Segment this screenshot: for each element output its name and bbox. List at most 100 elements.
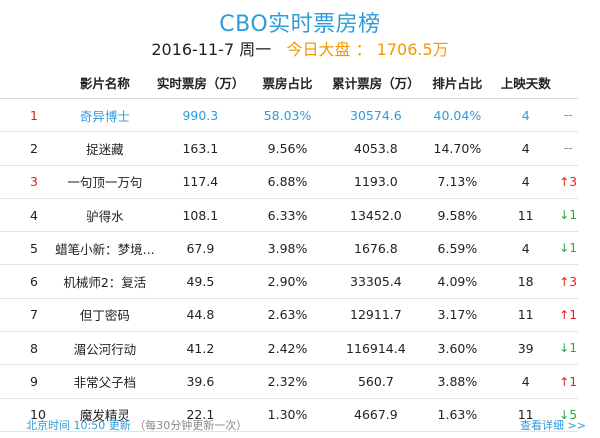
cumulative-cell: 33305.4 <box>330 264 422 299</box>
cumulative-cell: 116914.4 <box>330 331 422 366</box>
cumulative-cell: 12911.7 <box>330 298 422 333</box>
col-header-share: 票房占比 <box>244 66 331 99</box>
movie-name-cell[interactable]: 一句顶一万句 <box>53 165 156 199</box>
view-details-link[interactable]: 查看详细 >> <box>520 419 586 432</box>
movie-name-cell[interactable]: 湄公河行动 <box>53 331 156 366</box>
share-cell: 1.30% <box>244 398 331 432</box>
rank-cell: 7 <box>0 298 54 333</box>
realtime-cell: 41.2 <box>155 331 245 366</box>
share-cell: 2.90% <box>244 264 331 299</box>
screening-cell: 14.70% <box>421 131 494 166</box>
table-row[interactable]: 6 机械师2：复活 49.5 2.90% 33305.4 4.09% 18 ↑3 <box>0 264 578 299</box>
cumulative-cell: 30574.6 <box>330 98 422 133</box>
rank-change-cell: ↑3 <box>558 165 578 199</box>
rank-change-cell: ↓5 <box>558 398 578 432</box>
today-total-label: 今日大盘 ： 1706.5万 <box>286 40 449 59</box>
share-cell: 6.33% <box>244 198 331 233</box>
days-cell: 4 <box>493 98 559 133</box>
movie-name-cell[interactable]: 驴得水 <box>53 198 156 233</box>
rank-change-cell: -- <box>558 131 578 166</box>
share-cell: 2.63% <box>244 298 331 333</box>
realtime-cell: 44.8 <box>155 298 245 333</box>
table-row[interactable]: 2 捉迷藏 163.1 9.56% 4053.8 14.70% 4 -- <box>0 131 578 166</box>
movie-name-cell[interactable]: 蜡笔小新：梦境... <box>53 231 156 266</box>
rank-change-cell: ↓1 <box>558 231 578 266</box>
table-row[interactable]: 9 非常父子档 39.6 2.32% 560.7 3.88% 4 ↑1 <box>0 364 578 399</box>
col-header-screening: 排片占比 <box>421 66 494 99</box>
col-header-name: 影片名称 <box>53 66 156 99</box>
date-label: 2016-11-7 周一 <box>151 40 272 59</box>
days-cell: 4 <box>493 231 559 266</box>
rank-change-cell: ↑1 <box>558 364 578 399</box>
realtime-cell: 49.5 <box>155 264 245 299</box>
share-cell: 3.98% <box>244 231 331 266</box>
cumulative-cell: 13452.0 <box>330 198 422 233</box>
share-cell: 2.42% <box>244 331 331 366</box>
share-cell: 2.32% <box>244 364 331 399</box>
rank-change-cell: ↑3 <box>558 264 578 299</box>
days-cell: 4 <box>493 364 559 399</box>
col-header-realtime: 实时票房（万） <box>155 66 245 99</box>
realtime-cell: 67.9 <box>155 231 245 266</box>
table-header-row: 影片名称 实时票房（万） 票房占比 累计票房（万） 排片占比 上映天数 <box>0 66 578 99</box>
table-row[interactable]: 4 驴得水 108.1 6.33% 13452.0 9.58% 11 ↓1 <box>0 198 578 233</box>
movie-name-cell[interactable]: 非常父子档 <box>53 364 156 399</box>
realtime-cell: 22.1 <box>155 398 245 432</box>
share-cell: 9.56% <box>244 131 331 166</box>
rank-cell: 5 <box>0 231 54 266</box>
update-time: 北京时间 10:50 更新 <box>26 419 131 432</box>
movie-name-cell[interactable]: 魔发精灵 <box>53 398 156 432</box>
table-row[interactable]: 1 奇异博士 990.3 58.03% 30574.6 40.04% 4 -- <box>0 98 578 133</box>
col-header-cumulative: 累计票房（万） <box>330 66 422 99</box>
update-info: 北京时间 10:50 更新 （每30分钟更新一次） <box>26 417 247 433</box>
screening-cell: 7.13% <box>421 165 494 199</box>
cumulative-cell: 4053.8 <box>330 131 422 166</box>
date-subtitle: 2016-11-7 周一 今日大盘 ： 1706.5万 <box>0 36 600 60</box>
movie-name-cell[interactable]: 机械师2：复活 <box>53 264 156 299</box>
rank-cell: 10 <box>0 398 54 432</box>
realtime-cell: 163.1 <box>155 131 245 166</box>
rank-cell: 9 <box>0 364 54 399</box>
realtime-cell: 117.4 <box>155 165 245 199</box>
table-row[interactable]: 5 蜡笔小新：梦境... 67.9 3.98% 1676.8 6.59% 4 ↓1 <box>0 231 578 266</box>
share-cell: 58.03% <box>244 98 331 133</box>
cumulative-cell: 4667.9 <box>330 398 422 432</box>
rank-cell: 1 <box>0 98 54 133</box>
rank-change-cell: ↑1 <box>558 298 578 333</box>
movie-name-cell[interactable]: 奇异博士 <box>53 98 156 133</box>
rank-change-cell: ↓1 <box>558 331 578 366</box>
rank-cell: 2 <box>0 131 54 166</box>
screening-cell: 3.88% <box>421 364 494 399</box>
days-cell: 4 <box>493 165 559 199</box>
screening-cell: 4.09% <box>421 264 494 299</box>
rank-cell: 6 <box>0 264 54 299</box>
movie-name-cell[interactable]: 但丁密码 <box>53 298 156 333</box>
box-office-table: 影片名称 实时票房（万） 票房占比 累计票房（万） 排片占比 上映天数 1 奇异博… <box>0 66 578 432</box>
rank-cell: 8 <box>0 331 54 366</box>
screening-cell: 40.04% <box>421 98 494 133</box>
days-cell: 11 <box>493 298 559 333</box>
rank-cell: 3 <box>0 165 54 199</box>
page-title: CBO实时票房榜 <box>219 12 381 37</box>
table-row[interactable]: 8 湄公河行动 41.2 2.42% 116914.4 3.60% 39 ↓1 <box>0 331 578 366</box>
update-note: （每30分钟更新一次） <box>134 419 248 432</box>
screening-cell: 6.59% <box>421 231 494 266</box>
movie-name-cell[interactable]: 捉迷藏 <box>53 131 156 166</box>
share-cell: 6.88% <box>244 165 331 199</box>
realtime-cell: 39.6 <box>155 364 245 399</box>
realtime-cell: 990.3 <box>155 98 245 133</box>
table-row[interactable]: 7 但丁密码 44.8 2.63% 12911.7 3.17% 11 ↑1 <box>0 298 578 333</box>
rank-change-cell: ↓1 <box>558 198 578 233</box>
cumulative-cell: 1676.8 <box>330 231 422 266</box>
days-cell: 4 <box>493 131 559 166</box>
rank-cell: 4 <box>0 198 54 233</box>
screening-cell: 3.17% <box>421 298 494 333</box>
table-row[interactable]: 3 一句顶一万句 117.4 6.88% 1193.0 7.13% 4 ↑3 <box>0 165 578 199</box>
cumulative-cell: 560.7 <box>330 364 422 399</box>
cumulative-cell: 1193.0 <box>330 165 422 199</box>
days-cell: 18 <box>493 264 559 299</box>
realtime-cell: 108.1 <box>155 198 245 233</box>
days-cell: 11 <box>493 398 559 432</box>
days-cell: 39 <box>493 331 559 366</box>
table-row[interactable]: 10 魔发精灵 22.1 1.30% 4667.9 1.63% 11 ↓5 <box>0 398 578 432</box>
